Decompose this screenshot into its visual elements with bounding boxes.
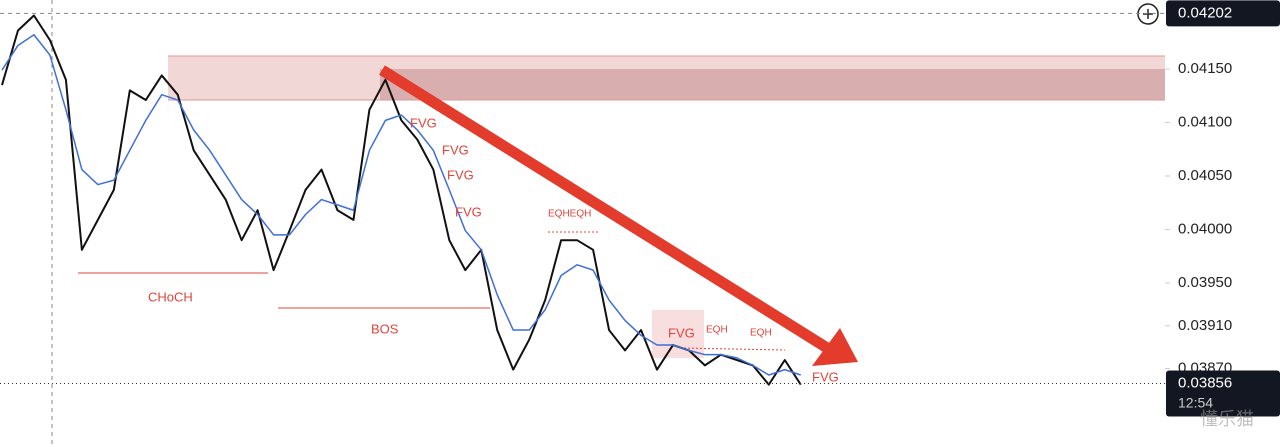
last-price-box bbox=[1166, 370, 1280, 417]
annotation: FVG bbox=[668, 325, 695, 340]
annotation: FVG bbox=[455, 204, 482, 219]
time-label: 12:54 bbox=[1178, 394, 1213, 410]
crosshair-label-box bbox=[1166, 0, 1280, 27]
annotation: BOS bbox=[371, 321, 399, 336]
y-tick-label: 0.04000 bbox=[1178, 220, 1232, 237]
annotation: FVG bbox=[410, 115, 437, 130]
crosshair-label: 0.04202 bbox=[1178, 4, 1232, 21]
trend-arrow-head bbox=[812, 328, 858, 366]
annotation: CHoCH bbox=[148, 289, 193, 304]
y-tick-label: 0.04050 bbox=[1178, 167, 1232, 184]
trend-arrow bbox=[379, 65, 843, 361]
ma-line bbox=[1, 34, 802, 376]
y-tick-label: 0.03950 bbox=[1178, 274, 1232, 291]
y-tick-label: 0.03910 bbox=[1178, 317, 1232, 334]
watermark: 懂乐猫 bbox=[1200, 409, 1254, 429]
annotation: FVG bbox=[812, 369, 839, 384]
price-line bbox=[1, 14, 802, 386]
annotation: FVG bbox=[447, 167, 474, 182]
annotation: FVG bbox=[442, 142, 469, 157]
supply-zone-inner bbox=[380, 69, 1165, 100]
annotation: EQHEQH bbox=[548, 209, 591, 220]
last-price-label: 0.03856 bbox=[1178, 375, 1232, 392]
eqh-line bbox=[679, 347, 786, 351]
annotation: EQH bbox=[750, 328, 772, 339]
annotation: EQH bbox=[706, 325, 728, 336]
y-tick-label: 0.04100 bbox=[1178, 113, 1232, 130]
fvg-box bbox=[652, 310, 704, 358]
y-tick-label: 0.04150 bbox=[1178, 60, 1232, 77]
